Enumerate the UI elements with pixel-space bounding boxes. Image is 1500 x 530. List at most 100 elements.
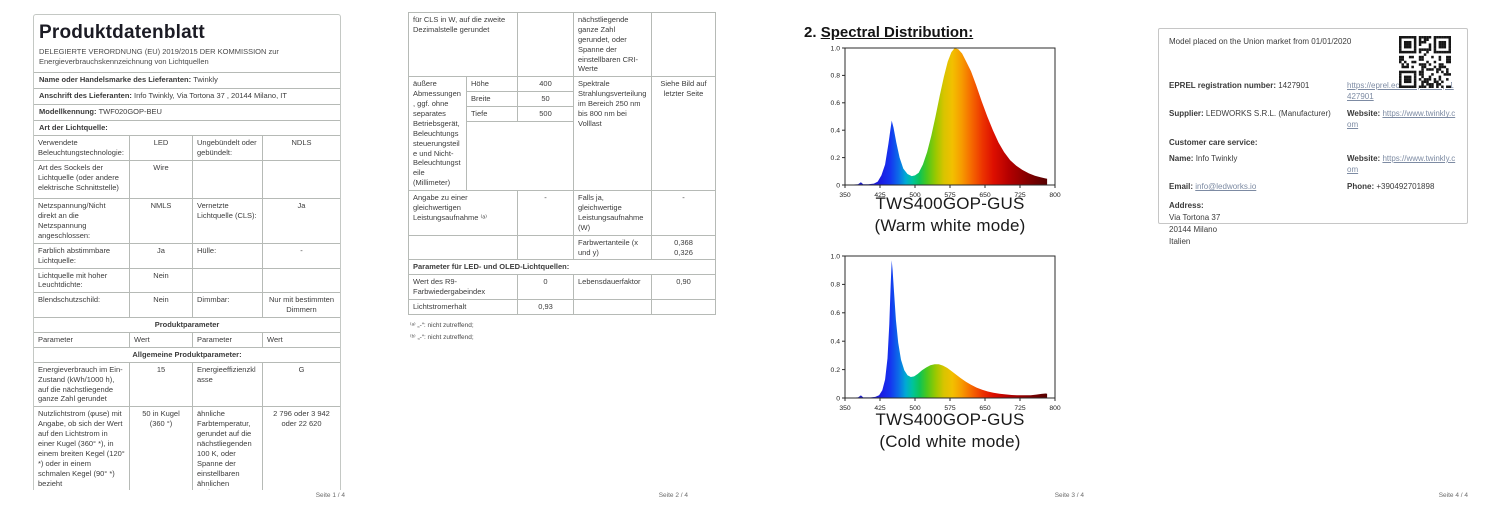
dimension-value: 400 xyxy=(517,77,573,92)
param-label xyxy=(192,161,262,199)
heading-number: 2. xyxy=(804,24,817,41)
spectral-chart-warm: 0 0.2 0.4 0.6 0.8 1.0 350 425 500 575 650 725 800 xyxy=(831,45,1061,199)
param-value: Ja xyxy=(129,243,192,268)
param-label: Ungebündelt oder gebündelt: xyxy=(192,136,262,161)
contact-name: Info Twinkly xyxy=(1195,153,1238,163)
dimensions-row: äußere Abmessungen, ggf. ohne separates … xyxy=(409,76,715,191)
datasheet-page-4: Model placed on the Union market from 01… xyxy=(1158,28,1468,510)
info-row: Anschrift des Lieferanten: Info Twinkly,… xyxy=(34,87,340,104)
param-label: Farblich abstimmbare Lichtquelle: xyxy=(38,245,111,265)
address-label: Address: xyxy=(1169,201,1204,211)
svg-text:0: 0 xyxy=(836,395,840,402)
param-value: 15 xyxy=(129,362,192,407)
param-value: 50 in Kugel (360 °) xyxy=(129,407,192,490)
eprel-number: 1427901 xyxy=(1278,80,1310,90)
subtitle-line: Energieverbrauchskennzeichnung von Licht… xyxy=(39,56,209,66)
table-row: für CLS in W, auf die zweite Dezimalstel… xyxy=(409,13,715,77)
column-header: Wert xyxy=(129,333,192,347)
website-link[interactable]: https://www.twinkly.com xyxy=(1347,153,1456,174)
page-subtitle: DELEGIERTE VERORDNUNG (EU) 2019/2015 DER… xyxy=(34,47,340,72)
footnote: ⁽ᵇ⁾ „-“: nicht zutreffend; xyxy=(410,334,474,342)
param-value: Wire xyxy=(129,161,192,199)
param-label xyxy=(573,300,651,315)
chart-subtitle: (Warm white mode) xyxy=(874,216,1026,235)
section-header: Parameter für LED- und OLED-Lichtquellen… xyxy=(409,259,715,274)
spectral-chart-cold: 0 0.2 0.4 0.6 0.8 1.0 350 425 500 575 650 725 800 xyxy=(831,253,1061,412)
svg-text:500: 500 xyxy=(909,192,921,199)
svg-text:1.0: 1.0 xyxy=(831,45,841,52)
info-label: Name oder Handelsmarke des Lieferanten: xyxy=(39,75,192,85)
svg-text:0.8: 0.8 xyxy=(831,73,841,80)
chart-subtitle: (Cold white mode) xyxy=(879,432,1021,451)
param-value xyxy=(517,235,573,260)
svg-text:0.8: 0.8 xyxy=(831,282,841,289)
param-value xyxy=(651,300,715,315)
info-row: Art der Lichtquelle: xyxy=(34,119,340,136)
param-label: Lichtquelle mit hoher Leuchtdichte: xyxy=(38,270,108,290)
table-row: Farblich abstimmbare Lichtquelle: Ja Hül… xyxy=(34,242,340,268)
chart-title: TWS400GOP-GUS xyxy=(875,410,1025,429)
section-header: Allgemeine Produktparameter: xyxy=(34,346,340,362)
column-header: Parameter xyxy=(38,335,74,344)
dimension-name: Tiefe xyxy=(471,109,488,119)
svg-text:650: 650 xyxy=(979,405,991,412)
datasheet-page-1: Produktdatenblatt DELEGIERTE VERORDNUNG … xyxy=(33,14,345,510)
phone-number: +390492701898 xyxy=(1376,182,1435,192)
param-label: Falls ja, gleichwertige Leistungsaufnahm… xyxy=(573,191,651,235)
param-value: Nein xyxy=(129,293,192,318)
customer-care-heading-row: Customer care service: xyxy=(1169,138,1457,149)
info-label: Art der Lichtquelle: xyxy=(39,123,108,133)
param-label: Spektrale Strahlungsverteilung im Bereic… xyxy=(573,77,651,191)
param-value: NDLS xyxy=(262,136,340,161)
table-row: Blendschutzschild: Nein Dimmbar: Nur mit… xyxy=(34,292,340,318)
dimension-name: Breite xyxy=(471,94,491,104)
dimension-name: Höhe xyxy=(471,79,489,89)
column-header: Wert xyxy=(262,333,340,347)
param-value: - xyxy=(262,243,340,268)
email-label: Email: xyxy=(1169,182,1194,192)
svg-text:725: 725 xyxy=(1014,192,1026,199)
chart-title: TWS400GOP-GUS xyxy=(875,194,1025,213)
dimensions-label: äußere Abmessungen, ggf. ohne separates … xyxy=(413,79,461,188)
svg-text:0.2: 0.2 xyxy=(831,367,841,374)
footnote: ⁽ᵃ⁾ „-“: nicht zutreffend; xyxy=(410,322,474,330)
param-label: Hülle: xyxy=(192,243,262,268)
subtitle-line: DELEGIERTE VERORDNUNG (EU) 2019/2015 DER… xyxy=(39,47,279,57)
param-label: Netzspannung/Nicht direkt an die Netzspa… xyxy=(38,201,106,240)
svg-text:425: 425 xyxy=(874,192,886,199)
param-value: 0,368 0,326 xyxy=(651,235,715,260)
svg-text:0.4: 0.4 xyxy=(831,339,841,346)
info-label: Modellkennung: xyxy=(39,107,97,117)
param-value xyxy=(651,13,715,77)
param-label: nächstliegende ganze Zahl gerundet, oder… xyxy=(573,13,651,77)
param-label: Lichtstromerhalt xyxy=(413,302,467,312)
param-label: Nutzlichtstrom (φuse) mit Angabe, ob sic… xyxy=(38,409,125,488)
svg-text:0.6: 0.6 xyxy=(831,310,841,317)
param-value: 2 796 oder 3 942 oder 22 620 xyxy=(262,407,340,490)
param-label: ähnliche Farbtemperatur, gerundet auf di… xyxy=(192,407,262,490)
param-value xyxy=(262,268,340,293)
table-row: Energieverbrauch im Ein-Zustand (kWh/100… xyxy=(34,361,340,407)
datasheet-frame: für CLS in W, auf die zweite Dezimalstel… xyxy=(408,12,716,316)
svg-text:725: 725 xyxy=(1014,405,1026,412)
table-row: Verwendete Beleuchtungstechnologie: LED … xyxy=(34,135,340,161)
table-row: Lichtquelle mit hoher Leuchtdichte: Nein xyxy=(34,267,340,293)
param-label xyxy=(192,268,262,293)
table-header-row: Parameter Wert Parameter Wert xyxy=(34,332,340,347)
name-row: Name: Info Twinkly Website: https://www.… xyxy=(1169,154,1457,176)
svg-text:350: 350 xyxy=(839,405,851,412)
email-link[interactable]: info@ledworks.io xyxy=(1195,182,1257,192)
website-link[interactable]: https://www.twinkly.com xyxy=(1347,109,1456,130)
param-value: 0 xyxy=(517,275,573,300)
param-value: NMLS xyxy=(129,199,192,243)
supplier-label: Supplier: xyxy=(1169,109,1204,119)
table-row: Nutzlichtstrom (φuse) mit Angabe, ob sic… xyxy=(34,406,340,490)
dimension-row: Breite 50 xyxy=(467,92,573,108)
qr-code xyxy=(1399,36,1451,88)
section-header: Produktparameter xyxy=(34,317,340,332)
info-value: Info Twinkly, Via Tortona 37 , 20144 Mil… xyxy=(134,91,287,101)
heading-text: Spectral Distribution: xyxy=(820,24,974,41)
param-value: Siehe Bild auf letzter Seite xyxy=(651,77,715,191)
svg-text:800: 800 xyxy=(1049,405,1061,412)
svg-text:1.0: 1.0 xyxy=(831,253,841,260)
